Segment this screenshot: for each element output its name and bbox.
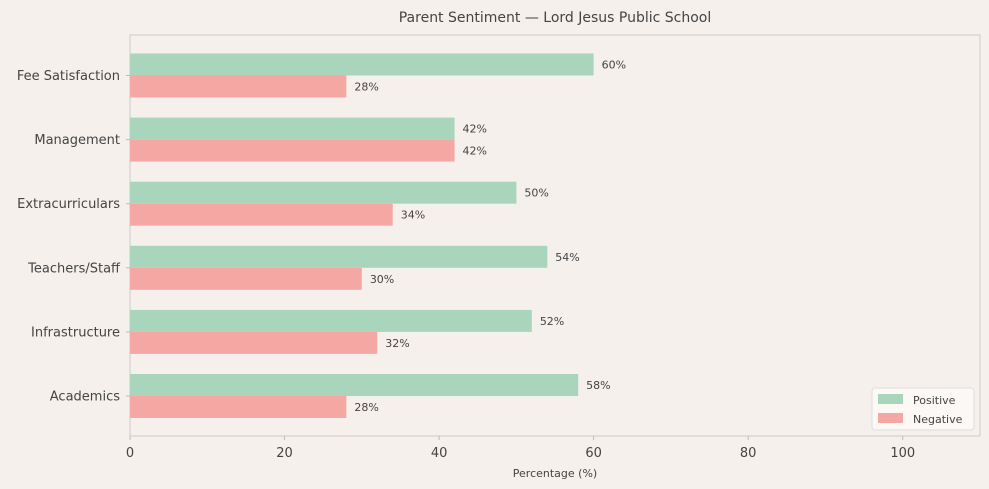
value-label-positive-teachers-staff: 54% — [555, 251, 579, 264]
value-label-positive-fee-satisfaction: 60% — [602, 59, 626, 72]
legend-swatch-positive — [878, 394, 903, 404]
x-tick-label-40: 40 — [431, 446, 448, 461]
value-label-positive-infrastructure: 52% — [540, 315, 564, 328]
category-labels-layer: Academics Infrastructure Teachers/Staff Ext… — [17, 69, 130, 405]
category-label-teachers-staff: Teachers/Staff — [27, 261, 121, 276]
legend-label-positive: Positive — [913, 394, 956, 407]
x-tick-label-20: 20 — [276, 446, 293, 461]
value-label-positive-management: 42% — [463, 123, 487, 136]
value-label-negative-infrastructure: 32% — [385, 337, 409, 350]
legend: Positive Negative — [871, 387, 975, 431]
value-label-negative-extracurriculars: 34% — [401, 209, 425, 222]
legend-label-negative: Negative — [913, 413, 963, 426]
bar-negative-fee-satisfaction — [130, 75, 347, 98]
value-label-positive-extracurriculars: 50% — [524, 187, 548, 200]
bar-positive-academics — [130, 374, 579, 396]
x-axis-title: Percentage (%) — [513, 467, 597, 480]
x-tick-label-100: 100 — [890, 446, 915, 461]
bar-negative-teachers-staff — [130, 267, 362, 290]
bar-negative-academics — [130, 396, 347, 418]
value-label-negative-fee-satisfaction: 28% — [354, 81, 378, 94]
category-label-management: Management — [34, 133, 120, 148]
value-label-negative-academics: 28% — [354, 401, 378, 414]
value-label-negative-teachers-staff: 30% — [370, 273, 394, 286]
bar-positive-infrastructure — [130, 309, 532, 332]
category-label-fee-satisfaction: Fee Satisfaction — [17, 69, 120, 84]
bar-negative-infrastructure — [130, 331, 378, 354]
value-label-negative-management: 42% — [463, 145, 487, 158]
category-label-extracurriculars: Extracurriculars — [17, 197, 120, 212]
bar-positive-management — [130, 117, 455, 140]
x-tick-label-60: 60 — [585, 446, 602, 461]
bar-positive-extracurriculars — [130, 181, 517, 204]
value-label-positive-academics: 58% — [586, 379, 610, 392]
value-labels-layer: 58% 28% 52% 32% 54% 30% 50% 34% 42% 42% 60% 28% — [354, 59, 626, 415]
plot-frame — [129, 34, 981, 437]
x-tick-label-80: 80 — [740, 446, 757, 461]
bars-layer — [130, 53, 594, 418]
category-label-infrastructure: Infrastructure — [31, 325, 120, 340]
bar-negative-management — [130, 139, 455, 162]
category-label-academics: Academics — [50, 390, 120, 405]
x-ticks-layer: 0 20 40 60 80 100 — [126, 436, 915, 461]
bar-positive-fee-satisfaction — [130, 53, 594, 76]
legend-swatch-negative — [878, 413, 903, 423]
bar-negative-extracurriculars — [130, 203, 393, 226]
x-tick-label-0: 0 — [126, 446, 134, 461]
chart-title: Parent Sentiment — Lord Jesus Public Sch… — [399, 10, 712, 26]
bar-positive-teachers-staff — [130, 245, 548, 268]
